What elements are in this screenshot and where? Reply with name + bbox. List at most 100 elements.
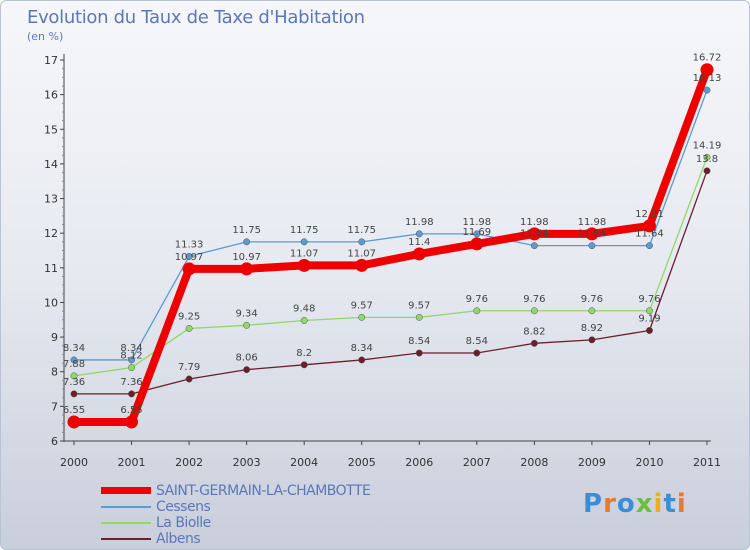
data-point	[470, 237, 484, 251]
y-tick-label: 12	[44, 227, 58, 240]
data-point	[646, 242, 653, 250]
legend-label: SAINT-GERMAIN-LA-CHAMBOTTE	[156, 483, 371, 499]
data-point	[185, 375, 193, 383]
data-point	[300, 361, 308, 369]
y-tick-label: 15	[44, 123, 58, 136]
data-point	[70, 372, 78, 380]
data-point	[473, 349, 481, 357]
data-label: 11.75	[232, 225, 261, 236]
data-point	[185, 324, 193, 332]
data-label: 11.75	[290, 225, 319, 236]
data-point	[703, 153, 711, 161]
x-tick-label: 2004	[290, 456, 318, 469]
data-point	[67, 415, 81, 429]
series-line	[70, 65, 711, 426]
data-label: 11.07	[347, 248, 376, 259]
data-label: 11.64	[520, 229, 549, 240]
data-point	[703, 167, 711, 175]
data-point	[415, 230, 423, 238]
data-label: 11.4	[408, 237, 430, 248]
x-tick-label: 2001	[118, 456, 146, 469]
data-label: 7.36	[120, 377, 142, 388]
logo-letter: o	[616, 489, 636, 519]
data-label: 8.82	[523, 326, 545, 337]
data-point	[585, 227, 599, 241]
data-point	[300, 317, 308, 324]
data-label: 6.55	[120, 405, 142, 416]
data-label: 12.21	[635, 209, 664, 220]
data-point	[473, 307, 481, 315]
data-label: 7.88	[63, 359, 85, 370]
y-tick-label: 8	[51, 366, 58, 379]
data-label: 9.19	[638, 314, 660, 325]
y-tick-label: 9	[51, 331, 58, 344]
data-point	[412, 247, 426, 261]
axes: 6 7 8 9 10 11 12 13 14 15 16 17 2000 2001 2002 2003 2004…	[44, 54, 721, 469]
x-tick-label: 2010	[635, 456, 663, 469]
legend-label: Albens	[156, 531, 201, 547]
data-label: 8.34	[351, 343, 373, 354]
data-point	[415, 313, 423, 321]
series-line	[73, 89, 708, 361]
data-label: 11.64	[635, 229, 664, 240]
data-point	[185, 252, 193, 260]
y-tick-label: 10	[44, 296, 58, 309]
data-label: 11.64	[578, 229, 607, 240]
data-label: 9.48	[293, 303, 315, 314]
data-point	[70, 390, 78, 398]
data-point	[703, 86, 711, 94]
data-label: 9.25	[178, 311, 200, 322]
data-point	[128, 356, 135, 364]
data-labels: 7.36 7.36 7.79 8.06 8.2 8.34 8.54 8.54 8.82 8.92 9…	[63, 53, 721, 416]
data-label: 6.55	[63, 405, 85, 416]
data-point	[700, 63, 714, 77]
data-point	[530, 242, 538, 250]
data-point	[530, 339, 538, 347]
data-label: 7.36	[63, 377, 85, 388]
data-point	[646, 307, 653, 315]
data-point	[355, 258, 369, 272]
x-tick-label: 2009	[578, 456, 606, 469]
data-point	[358, 356, 366, 364]
legend-swatch	[101, 487, 151, 494]
legend-swatch	[101, 522, 151, 524]
legend-swatch	[101, 538, 151, 540]
data-label: 14.19	[693, 140, 722, 151]
y-tick-label: 6	[51, 435, 58, 448]
x-tick-label: 2011	[693, 456, 721, 469]
data-label: 8.06	[236, 353, 258, 364]
data-point	[297, 258, 311, 272]
x-tick-label: 2003	[233, 456, 261, 469]
data-label: 16.13	[693, 73, 722, 84]
data-label: 8.2	[296, 348, 312, 359]
y-tick-label: 11	[44, 262, 58, 275]
data-label: 9.76	[638, 294, 660, 305]
series-lines	[67, 63, 714, 429]
x-tick-label: 2000	[60, 456, 88, 469]
data-label: 8.34	[63, 343, 85, 354]
data-label: 11.07	[290, 248, 319, 259]
data-point	[128, 390, 135, 398]
data-point	[358, 313, 366, 321]
series-line	[73, 170, 708, 395]
data-label: 8.92	[581, 323, 603, 334]
data-label: 11.98	[462, 217, 491, 228]
y-tick-label: 17	[44, 54, 58, 67]
data-point	[588, 242, 596, 250]
data-label: 13.8	[696, 154, 718, 165]
data-point	[588, 307, 596, 315]
logo-letter: r	[603, 489, 617, 519]
data-label: 8.54	[408, 336, 430, 347]
data-label: 11.75	[347, 225, 376, 236]
data-point	[642, 219, 656, 233]
x-tick-label: 2007	[463, 456, 491, 469]
data-label: 10.97	[175, 252, 204, 263]
data-label: 16.72	[693, 53, 722, 64]
data-label: 8.34	[120, 343, 142, 354]
data-point	[473, 230, 481, 238]
legend-label: La Biolle	[156, 515, 211, 531]
data-label: 10.97	[232, 252, 261, 263]
logo-letter: x	[635, 489, 654, 519]
